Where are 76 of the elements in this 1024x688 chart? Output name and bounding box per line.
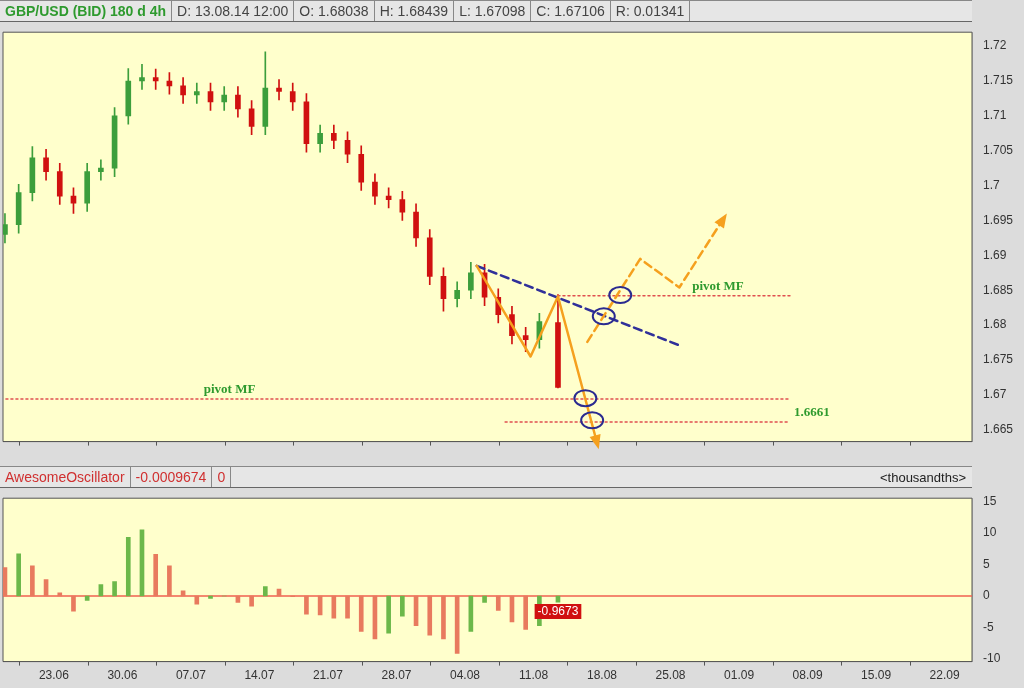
y-tick-label: 1.675 [983, 352, 1014, 367]
bar [249, 595, 254, 607]
y-tick-label: 1.7 [983, 177, 1001, 192]
y-tick-label: 10 [983, 525, 997, 540]
candlestick [98, 159, 104, 181]
y-tick-label: 1.695 [983, 212, 1014, 227]
y-tick-label: 1.685 [983, 282, 1014, 297]
candlestick [276, 79, 282, 101]
text: -0.0009674 [130, 467, 213, 487]
bar [358, 595, 364, 632]
y-tick-label: 1.715 [983, 73, 1014, 88]
annotation: 1.6661 [793, 403, 830, 419]
text: O: 1.68038 [294, 1, 375, 21]
text: H: 1.68439 [374, 1, 455, 21]
y-tick-label: 1.665 [983, 422, 1014, 437]
text: R: 0.01341 [610, 1, 691, 21]
y-tick-label: 0 [983, 588, 990, 603]
text: C: 1.67106 [531, 1, 611, 21]
bar [345, 595, 350, 619]
y-axis-title: <thousandths> [879, 469, 966, 485]
x-tick-label: 22.09 [929, 668, 960, 683]
x-tick-label: 25.08 [655, 668, 686, 683]
bar [386, 595, 391, 634]
bar [523, 595, 528, 630]
chart-title: GBP/USD (BID) 180 d 4h [0, 1, 173, 21]
bar [262, 586, 268, 597]
candlestick [193, 82, 200, 104]
x-tick-label: 04.08 [449, 668, 481, 683]
y-tick-label: 1.67 [983, 387, 1007, 402]
data-label: -0.9673 [537, 604, 579, 619]
y-tick-label: 1.68 [983, 317, 1007, 332]
bar [16, 553, 21, 597]
y-tick-label: 1.71 [983, 108, 1007, 123]
bar [482, 595, 487, 603]
x-tick-label: 11.08 [518, 668, 549, 683]
x-tick-label: 28.07 [381, 668, 412, 683]
bar [304, 595, 309, 615]
text: D: 13.08.14 12:00 [172, 1, 295, 21]
bar [153, 554, 159, 597]
y-tick-label: 1.72 [983, 38, 1007, 53]
bar [167, 565, 172, 597]
y-tick-label: 15 [983, 493, 997, 508]
bar [71, 595, 76, 612]
annotation: pivot MF [692, 277, 744, 293]
annotation: pivot MF [203, 380, 256, 396]
x-tick-label: 15.09 [861, 668, 892, 683]
y-tick-label: -5 [983, 619, 994, 634]
x-tick-label: 30.06 [107, 668, 138, 683]
x-tick-label: 18.08 [587, 668, 618, 683]
candlestick [139, 63, 145, 90]
bar [495, 595, 501, 611]
bar [427, 595, 433, 636]
candlestick [152, 68, 159, 90]
y-tick-label: -10 [983, 651, 1001, 666]
candlestick [221, 86, 228, 111]
y-tick-label: 5 [983, 556, 990, 571]
bar [30, 565, 35, 597]
text: L: 1.67098 [454, 1, 532, 21]
x-tick-label: 01.09 [724, 668, 755, 683]
x-tick-label: 23.06 [38, 668, 70, 683]
y-tick-label: 1.705 [983, 143, 1014, 158]
x-tick-label: 07.07 [175, 668, 207, 683]
x-tick-label: 14.07 [244, 668, 275, 683]
bar [3, 567, 8, 597]
text: 0 [212, 467, 232, 487]
x-tick-label: 21.07 [312, 668, 344, 683]
y-tick-label: 1.69 [983, 247, 1007, 262]
bar [112, 581, 117, 597]
bar [208, 595, 213, 599]
bar [84, 595, 90, 601]
x-tick-label: 08.09 [792, 668, 823, 683]
bar [400, 595, 405, 617]
chart-title: AwesomeOscillator [0, 467, 131, 487]
bar [194, 595, 200, 605]
bar [441, 595, 446, 640]
bar [125, 536, 131, 597]
